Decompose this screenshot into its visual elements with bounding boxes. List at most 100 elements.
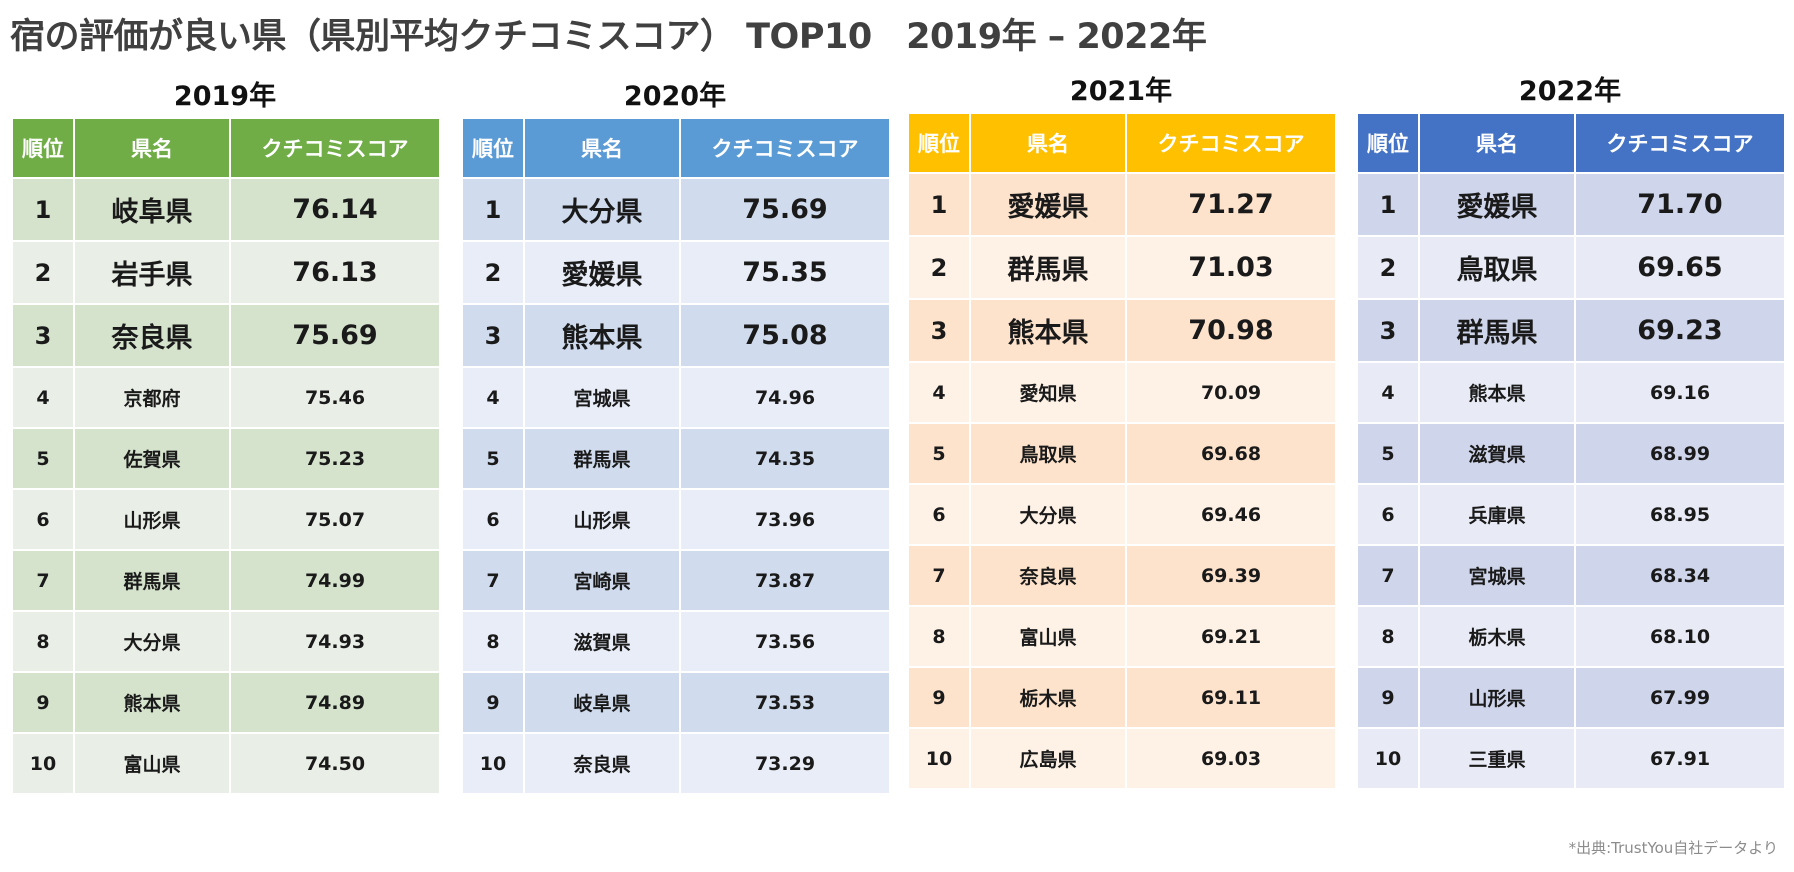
score-cell: 75.46	[229, 366, 441, 429]
prefecture-cell: 群馬県	[73, 549, 231, 612]
rank-cell: 10	[461, 732, 525, 795]
table-row: 9 熊本県 74.89	[11, 671, 441, 734]
table-row: 7 奈良県 69.39	[907, 544, 1337, 607]
header-rank: 順位	[1356, 112, 1420, 174]
prefecture-cell: 栃木県	[1418, 605, 1576, 668]
ranking-table: 順位 県名 クチコミスコア 1 岐阜県 76.14 2 岩手県 76.13 3 奈良県 75.6…	[11, 117, 441, 795]
score-cell: 74.89	[229, 671, 441, 734]
rank-cell: 10	[1356, 727, 1420, 790]
prefecture-cell: 大分県	[969, 483, 1127, 546]
prefecture-cell: 群馬県	[969, 235, 1127, 300]
table-row: 7 宮城県 68.34	[1356, 544, 1786, 607]
prefecture-cell: 奈良県	[523, 732, 681, 795]
table-row: 4 熊本県 69.16	[1356, 361, 1786, 424]
table-row: 6 兵庫県 68.95	[1356, 483, 1786, 546]
score-cell: 74.35	[679, 427, 891, 490]
table-row: 7 群馬県 74.99	[11, 549, 441, 612]
header-row: 順位 県名 クチコミスコア	[1356, 112, 1786, 174]
rank-cell: 4	[1356, 361, 1420, 424]
prefecture-cell: 奈良県	[73, 303, 231, 368]
rank-cell: 8	[11, 610, 75, 673]
table-row: 3 熊本県 75.08	[461, 303, 891, 368]
rank-cell: 6	[461, 488, 525, 551]
score-cell: 69.65	[1574, 235, 1786, 300]
rank-cell: 1	[907, 172, 971, 237]
prefecture-cell: 奈良県	[969, 544, 1127, 607]
score-cell: 73.29	[679, 732, 891, 795]
score-cell: 67.99	[1574, 666, 1786, 729]
score-cell: 69.39	[1125, 544, 1337, 607]
prefecture-cell: 富山県	[969, 605, 1127, 668]
header-rank: 順位	[461, 117, 525, 179]
prefecture-cell: 山形県	[1418, 666, 1576, 729]
table-row: 7 宮崎県 73.87	[461, 549, 891, 612]
prefecture-cell: 群馬県	[523, 427, 681, 490]
header-score: クチコミスコア	[229, 117, 441, 179]
score-cell: 71.70	[1574, 172, 1786, 237]
prefecture-cell: 愛媛県	[1418, 172, 1576, 237]
year-label: 2019年	[173, 81, 277, 112]
prefecture-cell: 熊本県	[523, 303, 681, 368]
table-row: 10 三重県 67.91	[1356, 727, 1786, 790]
score-cell: 73.87	[679, 549, 891, 612]
prefecture-cell: 岩手県	[73, 240, 231, 305]
rank-cell: 6	[907, 483, 971, 546]
prefecture-cell: 熊本県	[1418, 361, 1576, 424]
prefecture-cell: 愛知県	[969, 361, 1127, 424]
rank-cell: 5	[1356, 422, 1420, 485]
table-row: 6 山形県 75.07	[11, 488, 441, 551]
rank-cell: 4	[461, 366, 525, 429]
table-row: 8 滋賀県 73.56	[461, 610, 891, 673]
rank-cell: 9	[1356, 666, 1420, 729]
prefecture-cell: 兵庫県	[1418, 483, 1576, 546]
score-cell: 74.96	[679, 366, 891, 429]
ranking-table: 順位 県名 クチコミスコア 1 愛媛県 71.70 2 鳥取県 69.65 3 群馬県 69.2…	[1356, 112, 1786, 790]
rank-cell: 7	[461, 549, 525, 612]
score-cell: 73.56	[679, 610, 891, 673]
prefecture-cell: 広島県	[969, 727, 1127, 790]
ranking-table: 順位 県名 クチコミスコア 1 大分県 75.69 2 愛媛県 75.35 3 熊本県 75.0…	[461, 117, 891, 795]
table-row: 5 群馬県 74.35	[461, 427, 891, 490]
ranking-block-2020: 2020年 順位 県名 クチコミスコア 1 大分県 75.69 2 愛媛県 75.35 3 熊…	[461, 77, 891, 795]
table-row: 10 奈良県 73.29	[461, 732, 891, 795]
score-cell: 69.23	[1574, 298, 1786, 363]
prefecture-cell: 宮城県	[1418, 544, 1576, 607]
rank-cell: 3	[907, 298, 971, 363]
rank-cell: 7	[11, 549, 75, 612]
table-row: 8 大分県 74.93	[11, 610, 441, 673]
score-cell: 74.93	[229, 610, 441, 673]
rank-cell: 5	[461, 427, 525, 490]
header-pref: 県名	[969, 112, 1127, 174]
table-row: 4 愛知県 70.09	[907, 361, 1337, 424]
score-cell: 69.68	[1125, 422, 1337, 485]
table-row: 3 奈良県 75.69	[11, 303, 441, 368]
prefecture-cell: 佐賀県	[73, 427, 231, 490]
header-rank: 順位	[907, 112, 971, 174]
table-row: 5 佐賀県 75.23	[11, 427, 441, 490]
rank-cell: 2	[11, 240, 75, 305]
rank-cell: 4	[907, 361, 971, 424]
score-cell: 70.98	[1125, 298, 1337, 363]
table-row: 3 群馬県 69.23	[1356, 298, 1786, 363]
prefecture-cell: 熊本県	[73, 671, 231, 734]
header-rank: 順位	[11, 117, 75, 179]
score-cell: 74.50	[229, 732, 441, 795]
table-row: 10 広島県 69.03	[907, 727, 1337, 790]
header-score: クチコミスコア	[1125, 112, 1337, 174]
table-row: 9 山形県 67.99	[1356, 666, 1786, 729]
prefecture-cell: 鳥取県	[969, 422, 1127, 485]
header-row: 順位 県名 クチコミスコア	[461, 117, 891, 179]
rank-cell: 10	[907, 727, 971, 790]
rank-cell: 3	[11, 303, 75, 368]
rank-cell: 1	[1356, 172, 1420, 237]
rank-cell: 9	[461, 671, 525, 734]
rank-cell: 6	[1356, 483, 1420, 546]
year-label: 2020年	[623, 81, 727, 112]
year-label: 2022年	[1518, 76, 1622, 107]
score-cell: 76.13	[229, 240, 441, 305]
year-label: 2021年	[1069, 76, 1173, 107]
prefecture-cell: 大分県	[73, 610, 231, 673]
table-row: 2 鳥取県 69.65	[1356, 235, 1786, 300]
table-row: 5 滋賀県 68.99	[1356, 422, 1786, 485]
header-pref: 県名	[73, 117, 231, 179]
